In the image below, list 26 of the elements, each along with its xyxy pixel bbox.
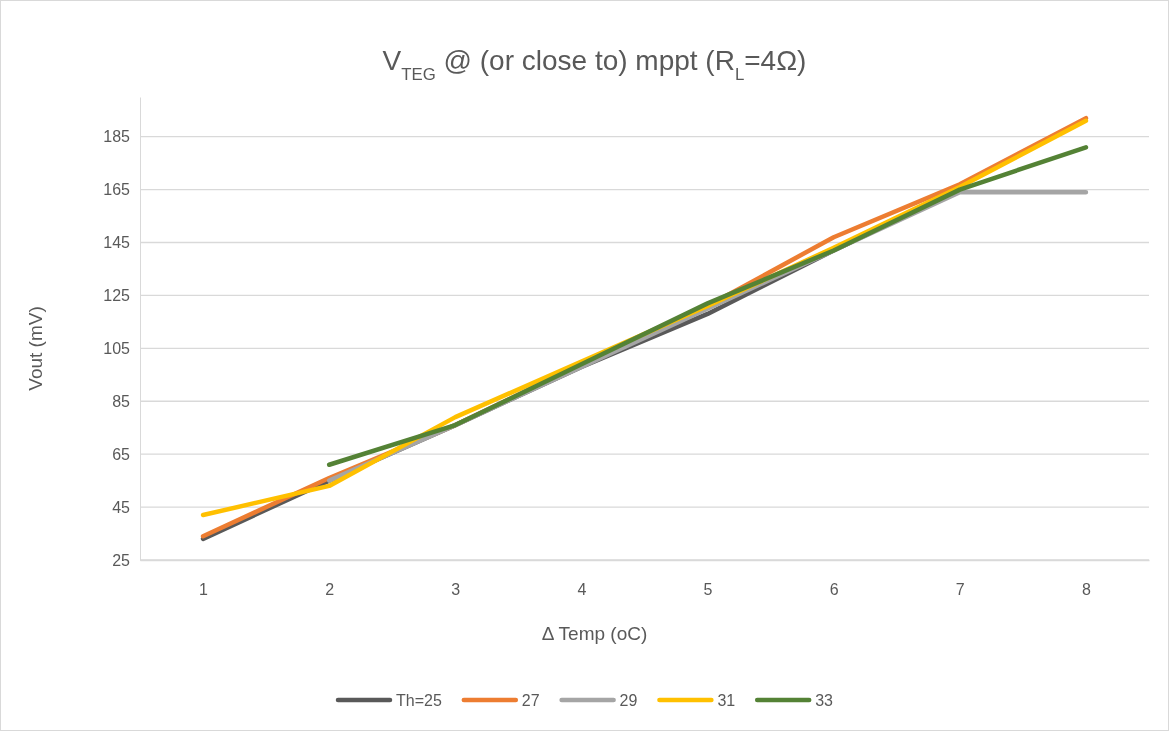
- legend-label: 27: [521, 692, 540, 709]
- y-tick-label: 45: [112, 498, 131, 516]
- x-tick-label: 7: [955, 581, 965, 599]
- x-tick-label: 6: [829, 581, 839, 599]
- legend-label: Th=25: [396, 692, 442, 709]
- line-series: [326, 145, 1089, 467]
- legend-label: 33: [815, 692, 834, 709]
- y-tick-label: 145: [103, 234, 131, 252]
- x-axis-title: Δ Temp (oC): [541, 623, 648, 644]
- legend-label: 29: [619, 692, 638, 709]
- y-tick-label: 125: [103, 287, 131, 305]
- x-tick-label: 3: [451, 581, 461, 599]
- chart-title: V$_{TEG}$ @ (or close to) mppt (R$_{L}$=4Ω): [382, 45, 807, 84]
- x-tick-label: 2: [325, 581, 335, 599]
- x-tick-label: 1: [199, 581, 209, 599]
- x-tick-label: 8: [1081, 581, 1091, 599]
- y-tick-label: 25: [112, 551, 131, 569]
- legend-label: 31: [717, 692, 736, 709]
- y-tick-label: 185: [103, 128, 131, 146]
- y-axis-title: Vout (mV): [25, 306, 46, 391]
- y-tick-label: 85: [112, 392, 131, 410]
- y-tick-label: 105: [103, 339, 131, 357]
- x-tick-label: 5: [703, 581, 713, 599]
- y-tick-label: 165: [103, 181, 131, 199]
- y-tick-label: 65: [112, 445, 131, 463]
- x-tick-label: 4: [577, 581, 587, 599]
